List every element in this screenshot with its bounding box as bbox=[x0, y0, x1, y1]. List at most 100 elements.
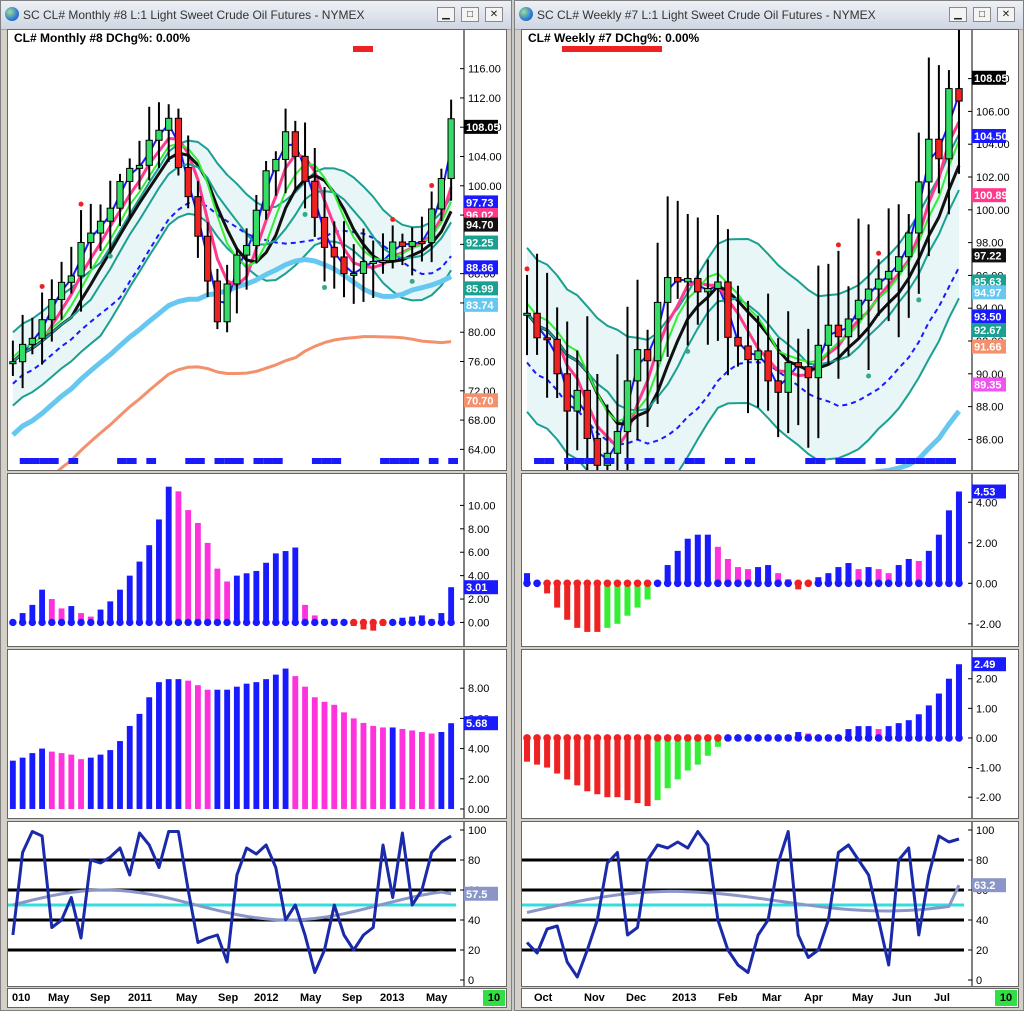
histogram-bar bbox=[945, 678, 952, 738]
signal-strip-segment bbox=[311, 458, 322, 464]
maximize-button[interactable]: □ bbox=[461, 7, 479, 22]
zero-line-dot bbox=[533, 579, 541, 588]
histogram-bar bbox=[389, 727, 396, 809]
histogram-bar bbox=[604, 737, 611, 798]
minimize-button[interactable]: ▁ bbox=[949, 7, 967, 22]
monthly-oscillator-pane[interactable]: 10080604020057.5 bbox=[7, 821, 507, 987]
monthly-price-pane[interactable]: 116.00112.00108.00104.00100.0096.0092.00… bbox=[7, 29, 507, 471]
price-axis-label: 100.00 bbox=[468, 181, 502, 193]
histogram-bar bbox=[263, 679, 270, 809]
zero-line-dot bbox=[96, 618, 105, 627]
minimize-button[interactable]: ▁ bbox=[437, 7, 455, 22]
candle-body bbox=[673, 277, 682, 283]
price-axis-label: 64.00 bbox=[468, 444, 496, 456]
zero-line-dot bbox=[573, 734, 582, 742]
weekly-macd-pane[interactable]: 4.00 2.00 0.00 -2.00 4.53 bbox=[521, 473, 1019, 647]
signal-strip-segment bbox=[694, 458, 705, 464]
zero-line-dot bbox=[724, 579, 732, 588]
histogram-bar bbox=[694, 737, 701, 765]
histogram-bar bbox=[885, 726, 892, 738]
close-button[interactable]: ✕ bbox=[997, 7, 1015, 22]
indicator-axis-label: 0.00 bbox=[468, 804, 489, 816]
histogram-bar bbox=[243, 573, 250, 623]
signal-strip-segment bbox=[534, 458, 545, 464]
indicator-value-tag-bg bbox=[972, 484, 1006, 499]
signal-strip-segment bbox=[905, 458, 916, 464]
histogram-bar bbox=[117, 589, 123, 623]
zero-line-dot bbox=[427, 618, 436, 627]
zero-line-dot bbox=[673, 734, 682, 742]
signal-strip-segment bbox=[644, 458, 655, 464]
time-axis-label: 2012 bbox=[254, 992, 279, 1004]
monthly-macd-pane[interactable]: 10.00 8.00 6.00 4.00 2.00 0.00 3.01 bbox=[7, 473, 507, 647]
zero-line-dot bbox=[744, 734, 752, 742]
zero-line-dot bbox=[854, 579, 863, 588]
weekly-oscillator-pane[interactable]: 10080604020063.2 bbox=[521, 821, 1019, 987]
zero-line-dot bbox=[48, 618, 56, 627]
zero-line-dot bbox=[408, 618, 416, 627]
histogram-bar bbox=[253, 682, 260, 809]
candle-body bbox=[804, 366, 813, 379]
histogram-bar bbox=[845, 563, 852, 584]
price-tag-bg bbox=[464, 235, 498, 250]
maximize-button[interactable]: □ bbox=[973, 7, 991, 22]
zero-line-dot bbox=[774, 734, 782, 742]
price-tag: 108.05 bbox=[466, 122, 500, 134]
weekly-histogram-pane[interactable]: 2.00 1.00 0.00 -1.00 -2.00 2.49 bbox=[521, 649, 1019, 819]
histogram-bar bbox=[745, 569, 752, 584]
indicator-axis-label: 2.00 bbox=[468, 594, 489, 606]
indicator-value-tag: 3.01 bbox=[466, 582, 487, 594]
price-tag: 89.35 bbox=[974, 379, 1002, 391]
histogram-bar bbox=[895, 723, 902, 738]
monthly-window-titlebar[interactable]: SC CL# Monthly #8 L:1 Light Sweet Crude … bbox=[1, 1, 511, 30]
histogram-bar bbox=[554, 583, 561, 608]
time-axis-label: May bbox=[426, 992, 448, 1004]
histogram-bar bbox=[78, 759, 84, 809]
zero-line-dot bbox=[804, 579, 813, 588]
histogram-bar bbox=[58, 608, 65, 623]
histogram-bar bbox=[624, 583, 631, 616]
zero-line-dot bbox=[9, 618, 17, 627]
zero-line-dot bbox=[106, 618, 114, 627]
monthly-histogram-pane[interactable]: 8.006.004.002.000.005.68 bbox=[7, 649, 507, 819]
weekly-price-pane[interactable]: 108.00106.00104.00102.00100.0098.0096.00… bbox=[521, 29, 1019, 471]
price-tag: 100.89 bbox=[974, 190, 1008, 202]
candle-body bbox=[915, 181, 923, 234]
zero-line-dot bbox=[194, 618, 202, 627]
dashed-ma-line bbox=[526, 266, 960, 446]
candle-body bbox=[291, 131, 299, 157]
candle-body bbox=[437, 178, 446, 210]
weekly-window-titlebar[interactable]: SC CL# Weekly #7 L:1 Light Sweet Crude O… bbox=[515, 1, 1023, 30]
monthly-chart-header: CL# Monthly #8 DChg%: 0.00% bbox=[14, 31, 191, 45]
zero-line-dot bbox=[573, 579, 582, 588]
swing-high-dot bbox=[876, 250, 882, 256]
histogram-bar bbox=[915, 714, 922, 738]
histogram-bar bbox=[604, 583, 611, 628]
indicator-axis-label: 8.00 bbox=[468, 683, 489, 695]
histogram-bar bbox=[175, 491, 182, 623]
signal-strip-segment bbox=[875, 458, 886, 464]
swing-low-dot bbox=[685, 348, 691, 354]
histogram-bar bbox=[524, 573, 531, 584]
price-axis-label: 68.00 bbox=[468, 415, 496, 427]
signal-strip-segment bbox=[935, 458, 946, 464]
monthly-chart-window[interactable]: SC CL# Monthly #8 L:1 Light Sweet Crude … bbox=[0, 0, 512, 1011]
histogram-bar bbox=[554, 737, 561, 774]
zero-line-dot bbox=[683, 579, 692, 588]
signal-strip-segment bbox=[19, 458, 30, 464]
weekly-chart-window[interactable]: SC CL# Weekly #7 L:1 Light Sweet Crude O… bbox=[514, 0, 1024, 1011]
price-tag-bg bbox=[972, 248, 1006, 263]
histogram-bar bbox=[634, 737, 641, 804]
histogram-bar bbox=[594, 737, 601, 795]
signal-strip-segment bbox=[126, 458, 137, 464]
price-tag-bg bbox=[972, 309, 1006, 324]
price-tag-bg bbox=[972, 129, 1006, 143]
price-tag: 92.67 bbox=[974, 325, 1002, 337]
close-button[interactable]: ✕ bbox=[485, 7, 503, 22]
candle-body bbox=[184, 167, 192, 198]
candle-body bbox=[213, 280, 222, 323]
candle-body bbox=[553, 338, 561, 375]
zero-line-dot bbox=[653, 734, 662, 742]
slowest-ma-line bbox=[56, 335, 452, 470]
signal-strip-segment bbox=[915, 458, 926, 464]
